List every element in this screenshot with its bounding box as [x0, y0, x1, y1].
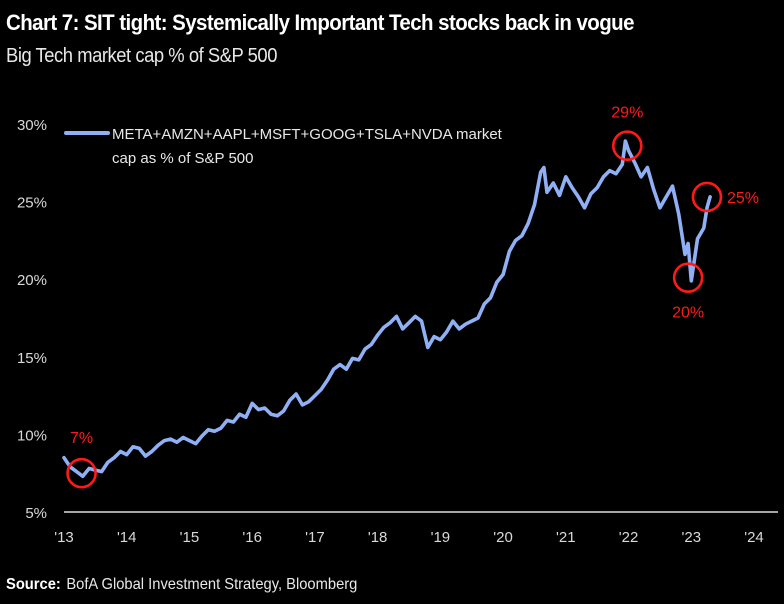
chart-subtitle: Big Tech market cap % of S&P 500: [6, 45, 277, 67]
source-note: Source: BofA Global Investment Strategy, …: [6, 576, 357, 594]
y-tick-label: 15%: [17, 350, 47, 367]
annotation-label: 29%: [611, 105, 643, 122]
x-tick-label: '22: [619, 529, 639, 546]
y-tick-label: 10%: [17, 427, 47, 444]
x-tick-label: '15: [180, 529, 200, 546]
y-axis-ticks: 30% 25% 20% 15% 10% 5%: [17, 117, 47, 522]
x-axis-ticks: '13 '14 '15 '16 '17 '18 '19 '20 '21 '22 '23 '24: [54, 529, 764, 546]
y-tick-label: 20%: [17, 272, 47, 289]
series-line-big-tech: [62, 139, 712, 479]
x-tick-label: '20: [493, 529, 513, 546]
source-text: BofA Global Investment Strategy, Bloombe…: [66, 576, 358, 593]
x-tick-label: '17: [305, 529, 325, 546]
x-tick-label: '24: [744, 529, 764, 546]
x-tick-label: '19: [431, 529, 451, 546]
annotations: 7% 29% 20% 25%: [66, 105, 759, 489]
x-tick-label: '14: [117, 529, 137, 546]
annotation-circle: [66, 457, 97, 489]
annotation-label: 7%: [70, 430, 93, 447]
x-tick-label: '21: [556, 529, 576, 546]
source-label: Source:: [6, 576, 61, 593]
annotation-label: 25%: [727, 190, 759, 207]
chart-title: Chart 7: SIT tight: Systemically Importa…: [6, 10, 634, 35]
x-tick-label: '16: [242, 529, 262, 546]
legend-label-line1: META+AMZN+AAPL+MSFT+GOOG+TSLA+NVDA marke…: [112, 126, 503, 143]
annotation-circle: [611, 130, 643, 162]
legend-label-line2: cap as % of S&P 500: [112, 150, 253, 167]
annotation-circle: [672, 262, 704, 293]
annotation-circle: [691, 181, 723, 213]
y-tick-label: 25%: [17, 195, 47, 212]
x-tick-label: '13: [54, 529, 74, 546]
y-tick-label: 5%: [25, 505, 47, 522]
x-tick-label: '23: [681, 529, 701, 546]
y-tick-label: 30%: [17, 117, 47, 134]
x-tick-label: '18: [368, 529, 388, 546]
annotation-label: 20%: [672, 305, 704, 322]
legend: META+AMZN+AAPL+MSFT+GOOG+TSLA+NVDA marke…: [64, 126, 503, 167]
